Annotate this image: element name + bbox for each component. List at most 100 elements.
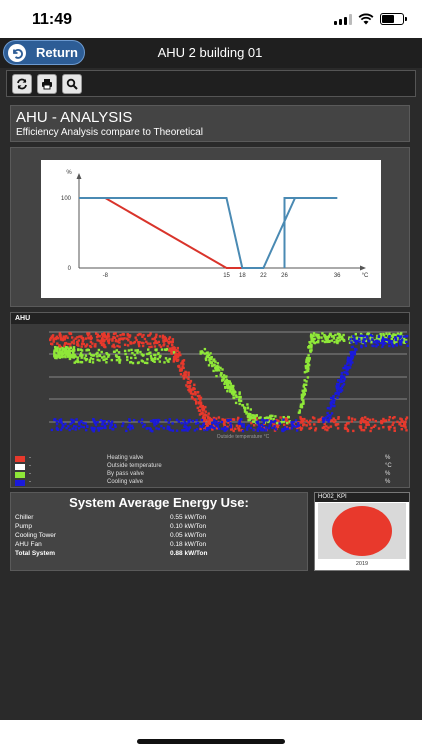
scatter-point	[98, 335, 101, 338]
scatter-point	[209, 361, 212, 365]
status-icons	[334, 13, 407, 25]
scatter-point	[288, 427, 292, 430]
scatter-point	[238, 419, 241, 422]
scatter-point	[284, 417, 288, 420]
scatter-point	[142, 353, 145, 357]
scatter-point	[67, 342, 70, 346]
scatter-point	[384, 338, 388, 341]
scatter-point	[336, 332, 340, 336]
scatter-point	[176, 359, 179, 362]
series-line-0	[79, 197, 243, 269]
scatter-point	[166, 425, 170, 428]
scatter-point	[76, 360, 80, 364]
scatter-point	[352, 429, 355, 433]
scatter-point	[206, 424, 209, 428]
scatter-point	[55, 356, 58, 360]
scatter-point	[151, 358, 154, 361]
scatter-point	[116, 344, 119, 348]
scatter-point	[74, 337, 77, 340]
refresh-button[interactable]	[12, 74, 32, 94]
scatter-point	[198, 413, 202, 416]
scatter-point	[360, 334, 363, 337]
scatter-point	[232, 418, 236, 421]
scatter-point	[105, 361, 108, 364]
scatter-point	[257, 423, 261, 427]
scatter-point	[382, 334, 386, 337]
scatter-point	[103, 339, 106, 342]
scatter-point	[168, 336, 172, 339]
scatter-point	[215, 375, 218, 378]
scatter-point	[107, 355, 110, 358]
scatter-point	[213, 418, 216, 421]
scatter-point	[404, 420, 407, 424]
scatter-point	[348, 366, 352, 369]
scatter-point	[217, 421, 221, 425]
scatter-point	[305, 380, 308, 383]
scatter-point	[212, 369, 215, 373]
scatter-point	[231, 388, 234, 391]
scatter-point	[330, 412, 334, 415]
scatter-point	[127, 339, 130, 342]
scatter-point	[204, 422, 207, 426]
scatter-point	[52, 339, 55, 342]
y-tick-label-0: 100	[61, 196, 72, 202]
scatter-point	[314, 427, 318, 430]
scatter-point	[240, 418, 243, 421]
scatter-point	[284, 419, 287, 422]
home-indicator[interactable]	[137, 739, 285, 744]
scatter-point	[333, 404, 336, 408]
scatter-point	[325, 425, 328, 428]
scatter-point	[183, 422, 186, 425]
legend-swatch-heating	[15, 456, 25, 462]
kpi-panel[interactable]: HO02_KPI 2019	[314, 492, 410, 571]
legend-item: - Outside temperature °C	[13, 463, 405, 471]
scatter-point	[367, 423, 370, 426]
scatter-point	[393, 426, 396, 430]
scatter-point	[134, 356, 137, 360]
scatter-point	[391, 416, 395, 420]
scatter-point	[286, 427, 290, 430]
scatter-point	[334, 392, 337, 395]
scatter-point	[53, 418, 56, 422]
scatter-point	[193, 398, 196, 401]
scatter-point	[206, 428, 209, 432]
battery-icon	[380, 13, 407, 25]
scatter-point	[49, 337, 53, 340]
scatter-point	[310, 336, 313, 339]
scatter-point	[317, 333, 320, 337]
scatter-point	[253, 424, 256, 427]
scatter-point	[142, 425, 145, 428]
scatter-point	[238, 391, 241, 394]
return-button[interactable]: Return	[3, 40, 85, 65]
kpi-indicator-box	[318, 503, 406, 559]
scatter-point	[273, 429, 277, 432]
scatter-point	[198, 405, 202, 408]
scatter-point	[79, 354, 82, 357]
scatter-point	[127, 425, 130, 429]
scatter-point	[168, 426, 171, 429]
scatter-point	[229, 428, 233, 431]
scatter-point	[197, 409, 201, 412]
scatter-point	[55, 426, 59, 429]
scatter-point	[149, 342, 152, 345]
scatter-point	[342, 333, 345, 337]
scatter-point	[112, 350, 116, 353]
scatter-point	[335, 385, 338, 388]
search-button[interactable]	[62, 74, 82, 94]
scatter-point	[153, 345, 157, 348]
scatter-point	[227, 380, 230, 383]
scatter-point	[58, 354, 61, 357]
scatter-point	[175, 429, 179, 432]
scatter-point	[343, 426, 347, 430]
print-button[interactable]	[37, 74, 57, 94]
scatter-point	[354, 333, 357, 336]
scatter-point	[186, 426, 189, 429]
scatter-point	[56, 337, 59, 340]
kpi-status-indicator	[332, 506, 392, 556]
energy-use-panel: System Average Energy Use: Chiller 0.55 …	[10, 492, 308, 571]
scatter-point	[158, 356, 161, 359]
scatter-point	[238, 429, 241, 432]
scatter-point	[192, 386, 195, 390]
scatter-point	[183, 429, 186, 432]
scatter-point	[81, 354, 84, 357]
